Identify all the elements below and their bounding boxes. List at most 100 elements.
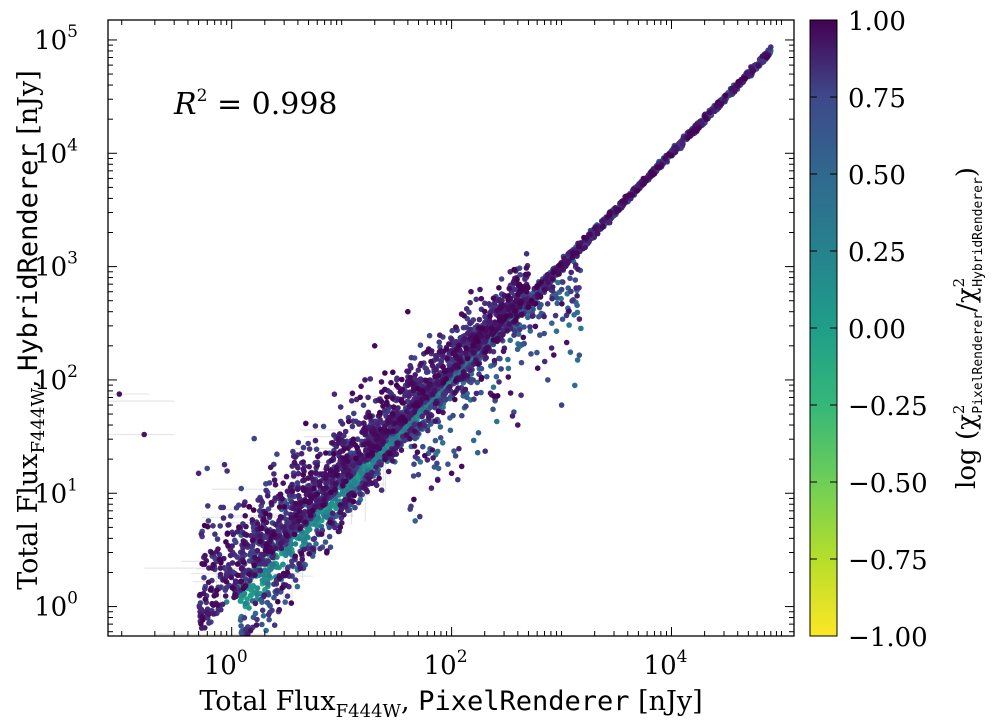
scatter-point	[461, 313, 468, 319]
scatter-point	[456, 342, 462, 349]
scatter-point	[291, 473, 297, 479]
scatter-point	[436, 339, 443, 346]
scatter-point	[383, 428, 390, 434]
scatter-point	[264, 493, 271, 499]
scatter-point	[214, 536, 221, 542]
scatter-point	[383, 399, 390, 406]
scatter-point	[266, 573, 272, 579]
scatter-point	[246, 571, 252, 577]
scatter-point	[509, 413, 516, 419]
scatter-point	[389, 395, 396, 401]
scatter-point	[273, 581, 280, 587]
scatter-point	[310, 477, 316, 483]
scatter-point	[497, 305, 503, 312]
scatter-point	[261, 516, 267, 522]
scatter-point	[541, 313, 547, 320]
scatter-point	[404, 408, 410, 415]
scatter-point	[293, 512, 299, 519]
scatter-point	[558, 286, 565, 293]
scatter-point	[349, 423, 356, 430]
scatter-point	[532, 323, 539, 330]
scatter-point	[251, 435, 257, 442]
scatter-point	[252, 572, 258, 578]
scatter-point	[204, 465, 210, 472]
scatter-point	[206, 620, 212, 626]
scatter-point	[306, 482, 312, 489]
scatter-point	[277, 514, 284, 520]
scatter-point	[668, 152, 674, 159]
scatter-point	[487, 313, 493, 319]
scatter-point	[201, 574, 207, 581]
scatter-point	[337, 524, 344, 531]
scatter-point	[606, 212, 613, 218]
scatter-point	[225, 522, 231, 528]
scatter-point	[277, 540, 284, 547]
scatter-point	[393, 382, 400, 389]
scatter-point	[395, 440, 401, 446]
scatter-point	[270, 554, 276, 561]
scatter-point	[308, 495, 315, 502]
scatter-point	[533, 284, 540, 290]
scatter-point	[366, 475, 372, 482]
scatter-point	[549, 295, 555, 302]
scatter-point	[356, 459, 363, 466]
scatter-point	[306, 463, 313, 470]
scatter-point	[390, 428, 396, 435]
scatter-point	[536, 313, 542, 320]
scatter-point	[242, 626, 249, 633]
scatter-point	[474, 449, 481, 456]
scatter-point	[296, 518, 302, 524]
scatter-point	[288, 515, 295, 521]
scatter-point	[512, 299, 519, 305]
scatter-point	[257, 533, 263, 539]
scatter-point	[305, 475, 312, 482]
scatter-point	[291, 459, 298, 466]
scatter-point	[484, 373, 490, 380]
scatter-point	[357, 394, 364, 401]
scatter-point	[229, 560, 236, 566]
scatter-point	[574, 309, 581, 316]
scatter-point	[276, 504, 283, 510]
scatter-point	[292, 577, 299, 583]
scatter-point	[361, 425, 368, 432]
scatter-point	[473, 296, 480, 303]
scatter-point	[296, 561, 302, 567]
scatter-point	[566, 308, 572, 314]
scatter-point	[549, 284, 556, 290]
scatter-point	[449, 336, 455, 343]
scatter-point	[515, 331, 522, 337]
scatter-point	[467, 320, 474, 327]
scatter-point	[462, 386, 469, 393]
scatter-point	[479, 325, 486, 332]
scatter-point	[505, 293, 512, 299]
scatter-point	[302, 519, 309, 525]
scatter-point	[538, 279, 545, 285]
scatter-point	[559, 316, 566, 323]
scatter-point	[390, 369, 396, 376]
scatter-point	[267, 538, 273, 544]
scatter-point	[230, 531, 237, 538]
scatter-point	[702, 114, 708, 120]
scatter-point	[470, 437, 477, 444]
scatter-point	[591, 234, 597, 240]
scatter-point	[289, 488, 296, 495]
scatter-point	[427, 413, 433, 419]
scatter-point	[268, 499, 275, 506]
scatter-point	[320, 423, 327, 430]
scatter-point	[283, 473, 290, 480]
scatter-point	[482, 349, 489, 356]
data-points	[116, 44, 774, 636]
scatter-point	[427, 404, 434, 411]
scatter-point	[406, 393, 412, 400]
scatter-point	[197, 591, 203, 598]
scatter-point	[297, 500, 304, 506]
scatter-point	[292, 454, 299, 461]
scatter-point	[298, 550, 305, 557]
scatter-point	[224, 468, 230, 474]
scatter-point	[554, 295, 560, 301]
scatter-point	[331, 391, 338, 398]
scatter-point	[504, 328, 511, 334]
scatter-point	[323, 491, 330, 498]
scatter-point	[462, 349, 469, 356]
scatter-point	[266, 602, 273, 608]
